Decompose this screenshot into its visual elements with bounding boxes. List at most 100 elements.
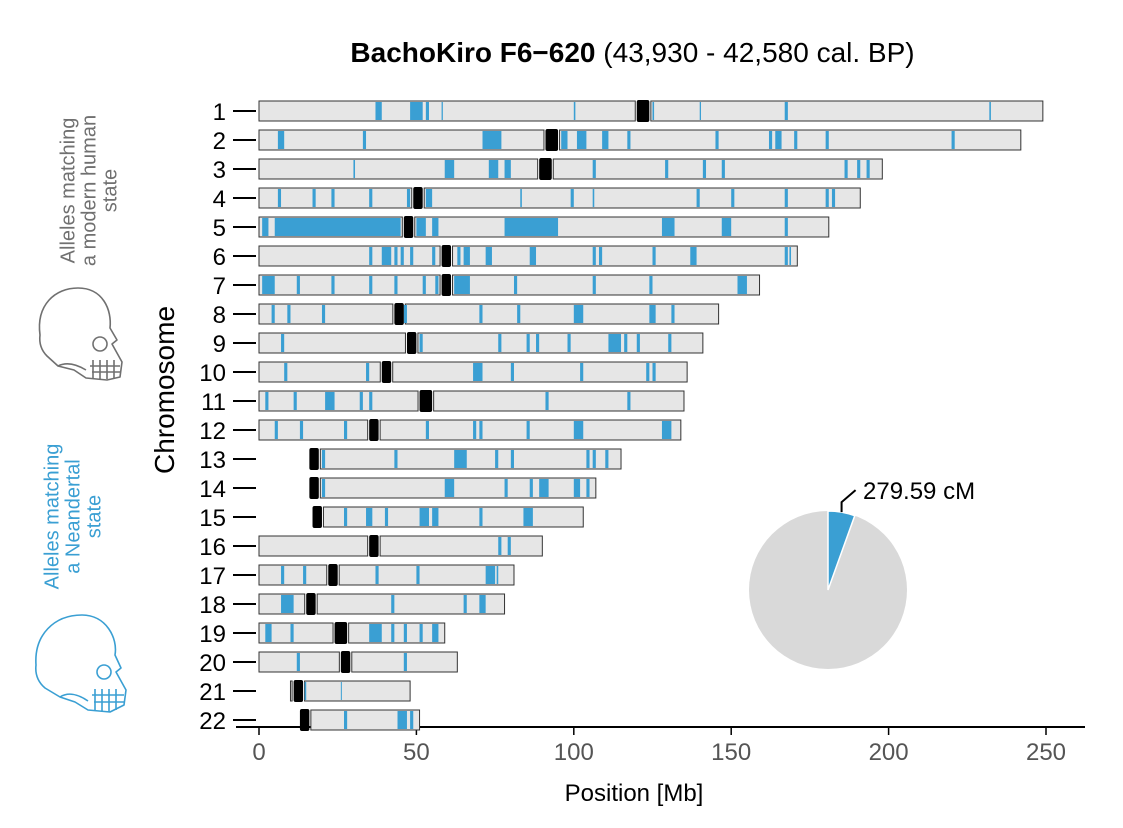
chromosome-16: 16	[199, 534, 543, 561]
neanderthal-segment	[602, 131, 609, 149]
chromosome-arm-q	[559, 129, 1022, 151]
neanderthal-segment	[573, 305, 584, 323]
neanderthal-segment	[410, 102, 423, 120]
neanderthal-segment	[274, 421, 278, 439]
neanderthal-segment	[661, 421, 672, 439]
neanderthal-segment	[463, 595, 467, 613]
neanderthal-segment	[482, 131, 502, 149]
neanderthal-segment	[825, 131, 829, 149]
neanderthal-segment	[303, 566, 307, 584]
neanderthal-segment	[265, 624, 272, 642]
neanderthal-segment	[274, 218, 401, 236]
neanderthal-segment	[627, 392, 631, 410]
neanderthal-segment	[665, 160, 669, 178]
neanderthal-segment	[262, 276, 275, 294]
chromosome-2: 2	[213, 128, 1022, 155]
neanderthal-segment	[432, 624, 439, 642]
neanderthal-segment	[432, 218, 439, 236]
neanderthal-segment	[794, 131, 798, 149]
chromosome-label: 13	[199, 447, 226, 474]
neanderthal-segment	[262, 218, 269, 236]
chromosome-arm-p	[289, 680, 293, 702]
neanderthal-segment	[463, 247, 470, 265]
chromosome-arm-q	[319, 448, 622, 470]
x-tick-label: 0	[252, 739, 265, 766]
neanderthal-segment	[394, 247, 398, 265]
neanderthal-segment	[526, 334, 530, 352]
chromosome-label: 21	[199, 679, 226, 706]
chromosome-label: 4	[213, 186, 226, 213]
chart-title-sample: BachoKiro F6−620	[350, 37, 596, 68]
chromosome-15: 15	[199, 505, 584, 532]
neanderthal-segment	[366, 508, 373, 526]
centromere	[293, 680, 304, 702]
neanderthal-segment	[359, 392, 363, 410]
chromosome-arm-q	[417, 332, 704, 354]
centromere	[545, 129, 559, 151]
chromosome-arm-p	[258, 158, 539, 180]
neanderthal-segment	[369, 276, 373, 294]
neanderthal-segment	[702, 160, 707, 178]
chromosome-label: 14	[199, 476, 226, 503]
chromosome-14: 14	[199, 476, 597, 503]
neanderthal-segment	[573, 421, 584, 439]
neanderthal-segment	[636, 334, 640, 352]
chromosome-label: 3	[213, 157, 226, 184]
neanderthal-segment	[573, 102, 576, 120]
neanderthal-segment	[488, 160, 499, 178]
neanderthal-segment	[293, 392, 297, 410]
chromosome-label: 8	[213, 302, 226, 329]
x-tick-label: 250	[1026, 739, 1066, 766]
chromosome-9: 9	[213, 331, 704, 358]
neanderthal-segment	[457, 247, 461, 265]
neanderthal-segment	[473, 421, 477, 439]
neanderthal-segment	[627, 131, 631, 149]
x-axis-label: Position [Mb]	[565, 780, 704, 807]
neanderthal-segment	[265, 392, 269, 410]
neanderthal-segment	[496, 566, 499, 584]
neanderthal-segment	[989, 102, 991, 120]
neanderthal-segment	[523, 508, 533, 526]
chromosome-label: 16	[199, 534, 226, 561]
neanderthal-segment	[661, 218, 675, 236]
neanderthal-segment	[721, 160, 725, 178]
neanderthal-segment	[561, 131, 568, 149]
neanderthal-segment	[510, 363, 514, 381]
neanderthal-segment	[696, 189, 700, 207]
neanderthal-segment	[343, 421, 348, 439]
neanderthal-segment	[410, 247, 414, 265]
centromere	[406, 332, 417, 354]
neanderthal-segment	[473, 363, 483, 381]
neanderthal-segment	[592, 189, 595, 207]
neanderthal-segment	[419, 624, 423, 642]
chromosome-arm-q	[552, 158, 883, 180]
neanderthal-segment	[406, 189, 411, 207]
neanderthal-segment	[825, 189, 829, 207]
centromere	[306, 593, 316, 615]
neanderthal-segment	[784, 102, 788, 120]
centromere	[403, 216, 414, 238]
chromosome-arm-p	[258, 274, 441, 296]
neanderthal-segment	[624, 334, 628, 352]
chromosome-arm-q	[322, 506, 584, 528]
neanderthal-segment	[507, 537, 511, 555]
neanderthal-segment	[340, 682, 342, 700]
chromosome-label: 6	[213, 244, 226, 271]
neanderthal-segment	[403, 305, 407, 323]
neanderthal-segment	[784, 189, 788, 207]
chromosome-13: 13	[199, 447, 622, 474]
chromosome-5: 5	[213, 215, 830, 242]
chromosome-10: 10	[199, 360, 688, 387]
x-tick-label: 200	[869, 739, 909, 766]
centromere	[413, 187, 423, 209]
pie-leader-line	[840, 489, 857, 513]
neanderthal-segment	[397, 711, 407, 729]
chromosome-6: 6	[213, 244, 798, 271]
neanderthal-segment	[425, 189, 433, 207]
neanderthal-segment	[304, 682, 307, 700]
x-tick-label: 50	[403, 739, 430, 766]
centromere	[419, 390, 433, 412]
chromosome-label: 17	[199, 563, 226, 590]
neanderthal-segment	[857, 160, 861, 178]
